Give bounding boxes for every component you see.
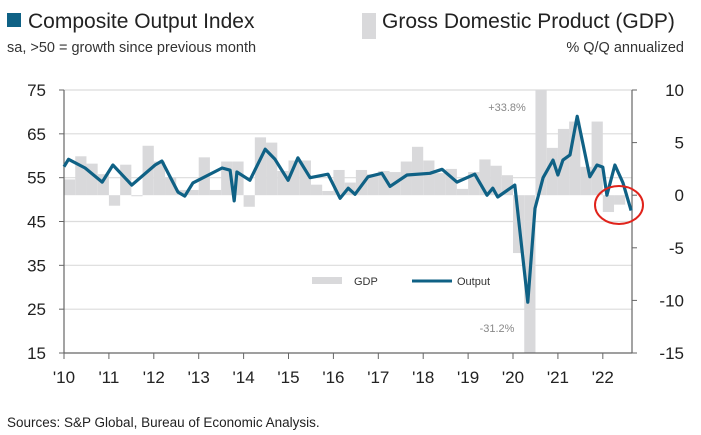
gdp-bar <box>108 195 121 206</box>
left-tick-label: 15 <box>27 344 46 363</box>
gdp-bar <box>254 137 267 196</box>
x-tick-label: '21 <box>547 368 569 387</box>
gdp-bar <box>75 156 87 196</box>
gdp-bar <box>153 161 166 196</box>
gdp-bar <box>501 175 514 196</box>
left-tick-label: 25 <box>27 300 46 319</box>
left-tick-label: 75 <box>27 81 46 100</box>
gdp-bar <box>490 165 502 196</box>
legend-gdp-label: GDP <box>354 276 378 288</box>
gdp-bar <box>355 169 368 196</box>
gdp-bar <box>333 169 345 196</box>
gdp-bar <box>310 184 323 196</box>
gdp-bar <box>535 90 547 196</box>
x-tick-label: '16 <box>322 368 344 387</box>
x-tick-label: '11 <box>98 368 119 387</box>
gdp-bar <box>479 159 491 196</box>
gdp-bar <box>569 121 581 196</box>
x-tick-label: '22 <box>592 368 614 387</box>
gridlines <box>64 89 632 310</box>
gdp-bar <box>468 172 480 196</box>
subtitle-left: sa, >50 = growth since previous month <box>7 40 256 56</box>
gdp-bar <box>546 147 558 196</box>
gdp-bar <box>131 195 143 197</box>
right-tick-label: 5 <box>675 134 684 153</box>
gdp-bar <box>614 195 626 205</box>
legend-output-label: Output <box>457 276 490 288</box>
legend-square-output <box>7 13 21 27</box>
x-tick-label: '15 <box>277 368 299 387</box>
annotation-gdp-low: -31.2% <box>480 323 515 335</box>
x-tick-label: '14 <box>233 368 255 387</box>
x-tick-label: '13 <box>188 368 210 387</box>
gdp-bar <box>221 161 233 196</box>
gdp-bar <box>97 174 109 196</box>
gdp-bar <box>64 179 76 196</box>
gdp-bar <box>277 171 289 196</box>
left-tick-label: 35 <box>27 256 46 275</box>
gdp-bar <box>602 195 615 213</box>
gdp-bar <box>591 121 603 196</box>
x-tick-label: '17 <box>367 368 389 387</box>
x-tick-label: '18 <box>412 368 434 387</box>
subtitle-right: % Q/Q annualized <box>566 40 684 56</box>
x-tick-label: '12 <box>143 368 165 387</box>
gdp-bar <box>445 168 457 196</box>
right-tick-label: -10 <box>659 291 684 310</box>
gdp-bar <box>209 189 222 196</box>
gdp-bar <box>411 146 424 196</box>
gdp-bar <box>423 160 435 196</box>
right-tick-label: -15 <box>659 344 684 363</box>
output-line <box>62 114 633 304</box>
gdp-bar <box>266 142 278 196</box>
gdp-bar <box>232 161 244 196</box>
left-tick-label: 55 <box>27 169 46 188</box>
x-tick-label: '10 <box>53 368 75 387</box>
legend-square-gdp <box>362 13 376 39</box>
annotation-gdp-high: +33.8% <box>488 102 526 114</box>
gdp-bar <box>580 166 592 196</box>
gdp-bar <box>299 160 311 196</box>
x-tick-label: '20 <box>502 368 524 387</box>
gdp-bar <box>165 177 177 196</box>
left-tick-label: 45 <box>27 213 46 232</box>
axes: 75 65 55 45 35 25 15 10 5 0 -5 -10 -15 '10 '11 '12 '13 '1… <box>27 81 684 387</box>
gdp-bar <box>367 174 379 196</box>
gdp-bar <box>434 173 446 196</box>
x-tick-label: '19 <box>457 368 479 387</box>
legend-gdp-swatch <box>312 277 342 284</box>
gdp-bar <box>187 189 199 196</box>
right-tick-label: -5 <box>669 239 684 258</box>
title-right: Gross Domestic Product (GDP) <box>382 10 675 33</box>
left-tick-label: 65 <box>27 125 46 144</box>
gdp-bar <box>86 163 98 196</box>
gdp-bar <box>400 161 412 196</box>
gdp-bar <box>378 171 390 196</box>
gdp-bar <box>322 190 334 196</box>
title-left: Composite Output Index <box>28 10 255 33</box>
right-tick-label: 0 <box>675 186 684 205</box>
highlight-circle <box>594 185 644 225</box>
gdp-bar <box>243 195 255 207</box>
gdp-bar <box>456 188 469 196</box>
gdp-bar <box>288 160 300 196</box>
right-tick-label: 10 <box>665 81 684 100</box>
source-note: Sources: S&P Global, Bureau of Economic … <box>7 415 320 430</box>
